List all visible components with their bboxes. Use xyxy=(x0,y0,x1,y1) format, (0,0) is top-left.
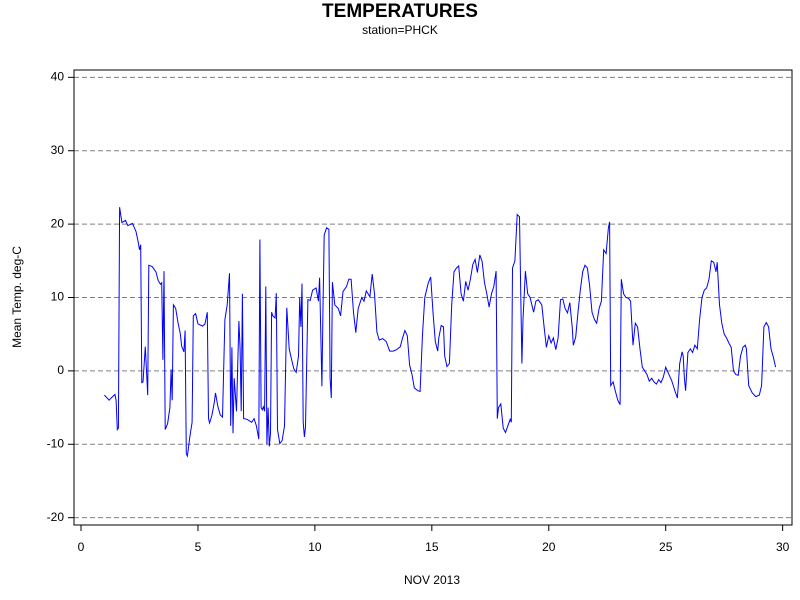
data-line xyxy=(104,207,777,458)
plot-frame xyxy=(73,69,793,526)
y-axis-label: Mean Temp. deg-C xyxy=(10,246,24,348)
x-tick-label: 10 xyxy=(308,540,322,554)
y-tick-label: 0 xyxy=(57,363,64,377)
x-tick-label: 20 xyxy=(542,540,556,554)
x-tick-label: 25 xyxy=(659,540,673,554)
x-axis-label: NOV 2013 xyxy=(404,573,460,587)
x-tick-label: 15 xyxy=(425,540,439,554)
y-tick-label: 40 xyxy=(51,70,65,84)
chart-subtitle: station=PHCK xyxy=(362,23,438,37)
x-tick-label: 5 xyxy=(195,540,202,554)
y-tick-label: 30 xyxy=(51,143,65,157)
y-tick-label: -20 xyxy=(47,510,65,524)
y-tick-label: -10 xyxy=(47,436,65,450)
chart-title: TEMPERATURES xyxy=(322,1,478,22)
y-tick-label: 10 xyxy=(51,290,65,304)
y-tick-label: 20 xyxy=(51,216,65,230)
x-tick-label: 0 xyxy=(78,540,85,554)
x-tick-label: 30 xyxy=(776,540,790,554)
